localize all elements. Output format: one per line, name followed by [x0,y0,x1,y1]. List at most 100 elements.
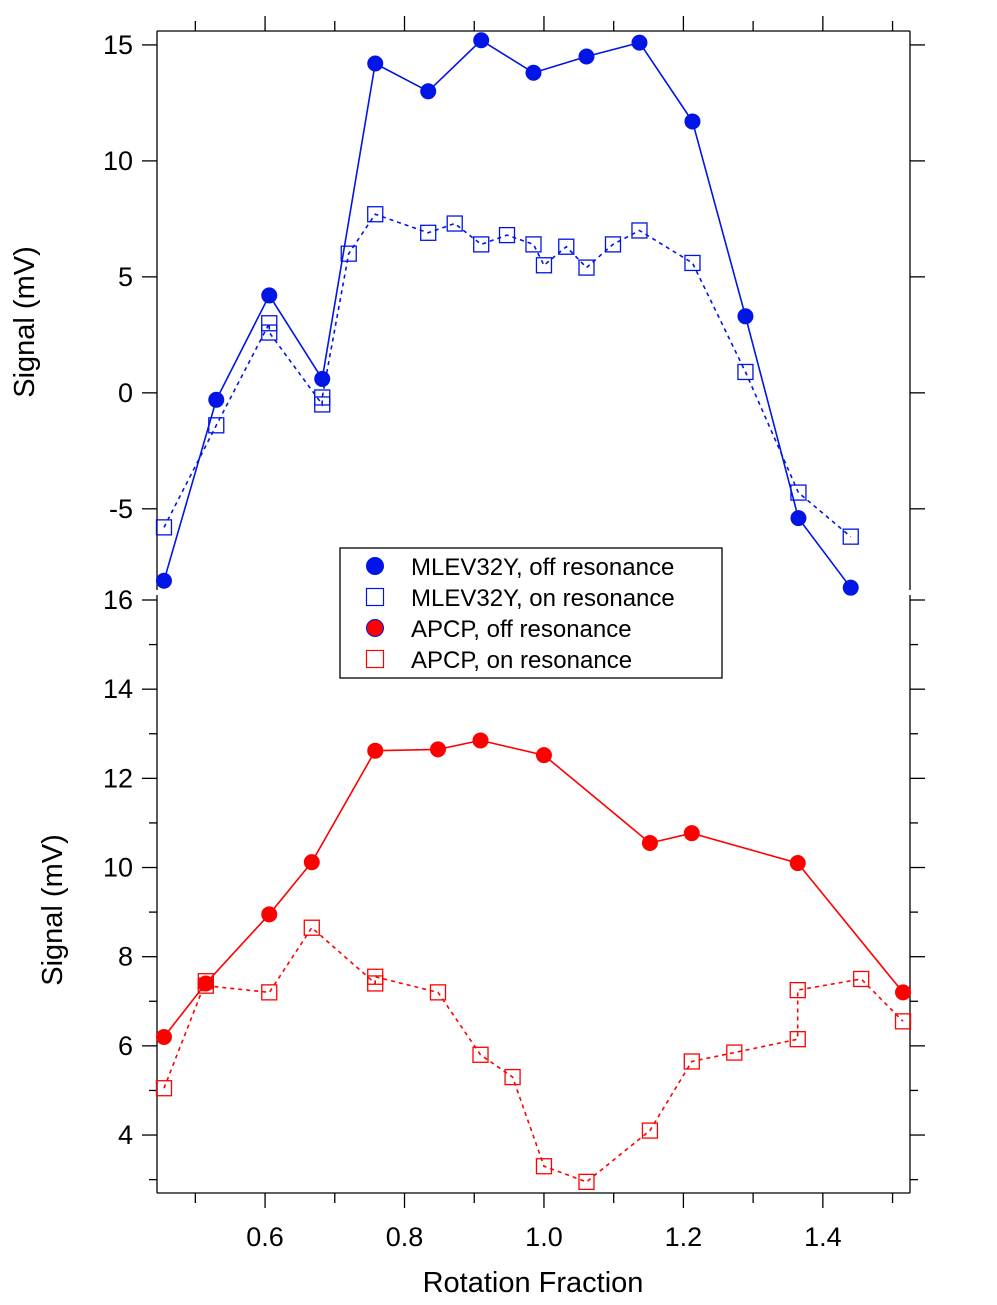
legend-label: MLEV32Y, on resonance [411,585,675,612]
data-point [535,257,553,274]
data-point [790,510,807,527]
data-point [578,259,595,276]
data-point [155,572,172,589]
top-ytick-label: 10 [103,146,133,176]
data-point [314,370,331,387]
data-point [790,484,807,501]
data-point [789,1031,806,1048]
x-axis-title: Rotation Fraction [423,1267,644,1299]
series-apcp-off-resonance [155,732,912,1045]
legend-entry: MLEV32Y, off resonance [366,554,674,581]
legend-marker [366,619,384,637]
bottom-ytick-label: 8 [118,942,133,972]
top-frame [156,30,911,590]
data-point [789,981,806,999]
xtick-label: 1.2 [665,1222,703,1252]
legend-label: MLEV32Y, off resonance [411,554,674,581]
series-apcp-on-resonance [155,919,912,1191]
data-point [535,1158,553,1175]
data-point [420,224,437,241]
data-point [367,968,384,985]
legend-label: APCP, on resonance [411,647,632,674]
data-point [789,855,806,872]
bottom-ytick-label: 12 [103,763,133,793]
legend-marker [366,557,384,575]
bottom-y-axis-title: Signal (mV) [37,834,69,986]
top-panel: 15 10 5 0 -5 Signal (mV) [9,16,925,596]
data-point [261,315,278,332]
data-point [737,363,754,381]
data-point [429,741,446,758]
bottom-ytick-label: 6 [118,1031,133,1061]
data-point [303,854,320,871]
data-point [604,236,622,253]
data-point [631,34,648,51]
data-point [367,206,384,223]
data-point [641,834,658,851]
data-point [261,287,278,304]
data-point [558,238,575,255]
xtick-label: 0.6 [246,1222,284,1252]
data-point [842,579,859,596]
data-point [155,1028,172,1045]
data-point [498,226,516,244]
data-point [367,55,384,72]
data-point [197,977,214,994]
legend-entry: MLEV32Y, on resonance [365,585,675,612]
data-point [472,732,489,749]
xtick-label: 0.8 [386,1222,424,1252]
data-point [473,32,490,49]
data-point [446,215,463,232]
data-point [894,1013,912,1030]
bottom-frame [156,595,911,1194]
data-point [525,64,542,81]
legend-marker [365,587,385,607]
series-line [163,739,904,1038]
data-point [261,324,278,341]
top-ytick-label: -5 [109,494,133,524]
legend-label: APCP, off resonance [411,616,632,643]
bottom-series [155,732,912,1191]
series-mlev32y-on-resonance [155,206,859,545]
legend-box [339,547,723,679]
data-point [895,984,912,1001]
data-point [208,417,225,434]
xtick-label: 1.4 [804,1222,842,1252]
legend: MLEV32Y, off resonance MLEV32Y, on resona… [339,547,723,679]
data-point [155,1080,173,1097]
data-point [429,984,447,1001]
data-point [535,747,552,764]
series-line [163,213,852,538]
data-point [684,113,701,130]
data-point [525,236,542,253]
data-point [303,919,320,936]
bottom-ytick-label: 16 [103,585,133,615]
data-point [684,254,701,272]
bottom-ticks: 16 14 12 10 8 6 4 0.6 0.8 1.0 1.2 1.4 [103,585,925,1252]
data-point [737,308,754,325]
series-line [163,926,904,1183]
top-ytick-label: 0 [118,378,133,408]
data-point [155,519,173,536]
bottom-ytick-label: 4 [118,1120,133,1150]
data-point [726,1044,743,1061]
data-point [472,1046,489,1063]
bottom-ytick-label: 10 [103,853,133,883]
legend-entry: APCP, off resonance [366,616,632,643]
data-point [261,906,278,923]
data-point [683,825,700,842]
series-mlev32y-off-resonance [155,32,859,596]
data-point [367,742,384,759]
series-line [163,39,852,589]
data-point [578,1173,595,1191]
data-point [340,245,357,262]
top-ytick-label: 5 [118,262,133,292]
bottom-ytick-label: 14 [103,674,133,704]
data-point [504,1068,521,1086]
top-series [155,32,859,596]
data-point [578,48,595,65]
legend-marker [365,649,385,669]
data-point [631,222,648,239]
top-ticks: 15 10 5 0 -5 [103,16,925,524]
data-point [208,391,225,408]
